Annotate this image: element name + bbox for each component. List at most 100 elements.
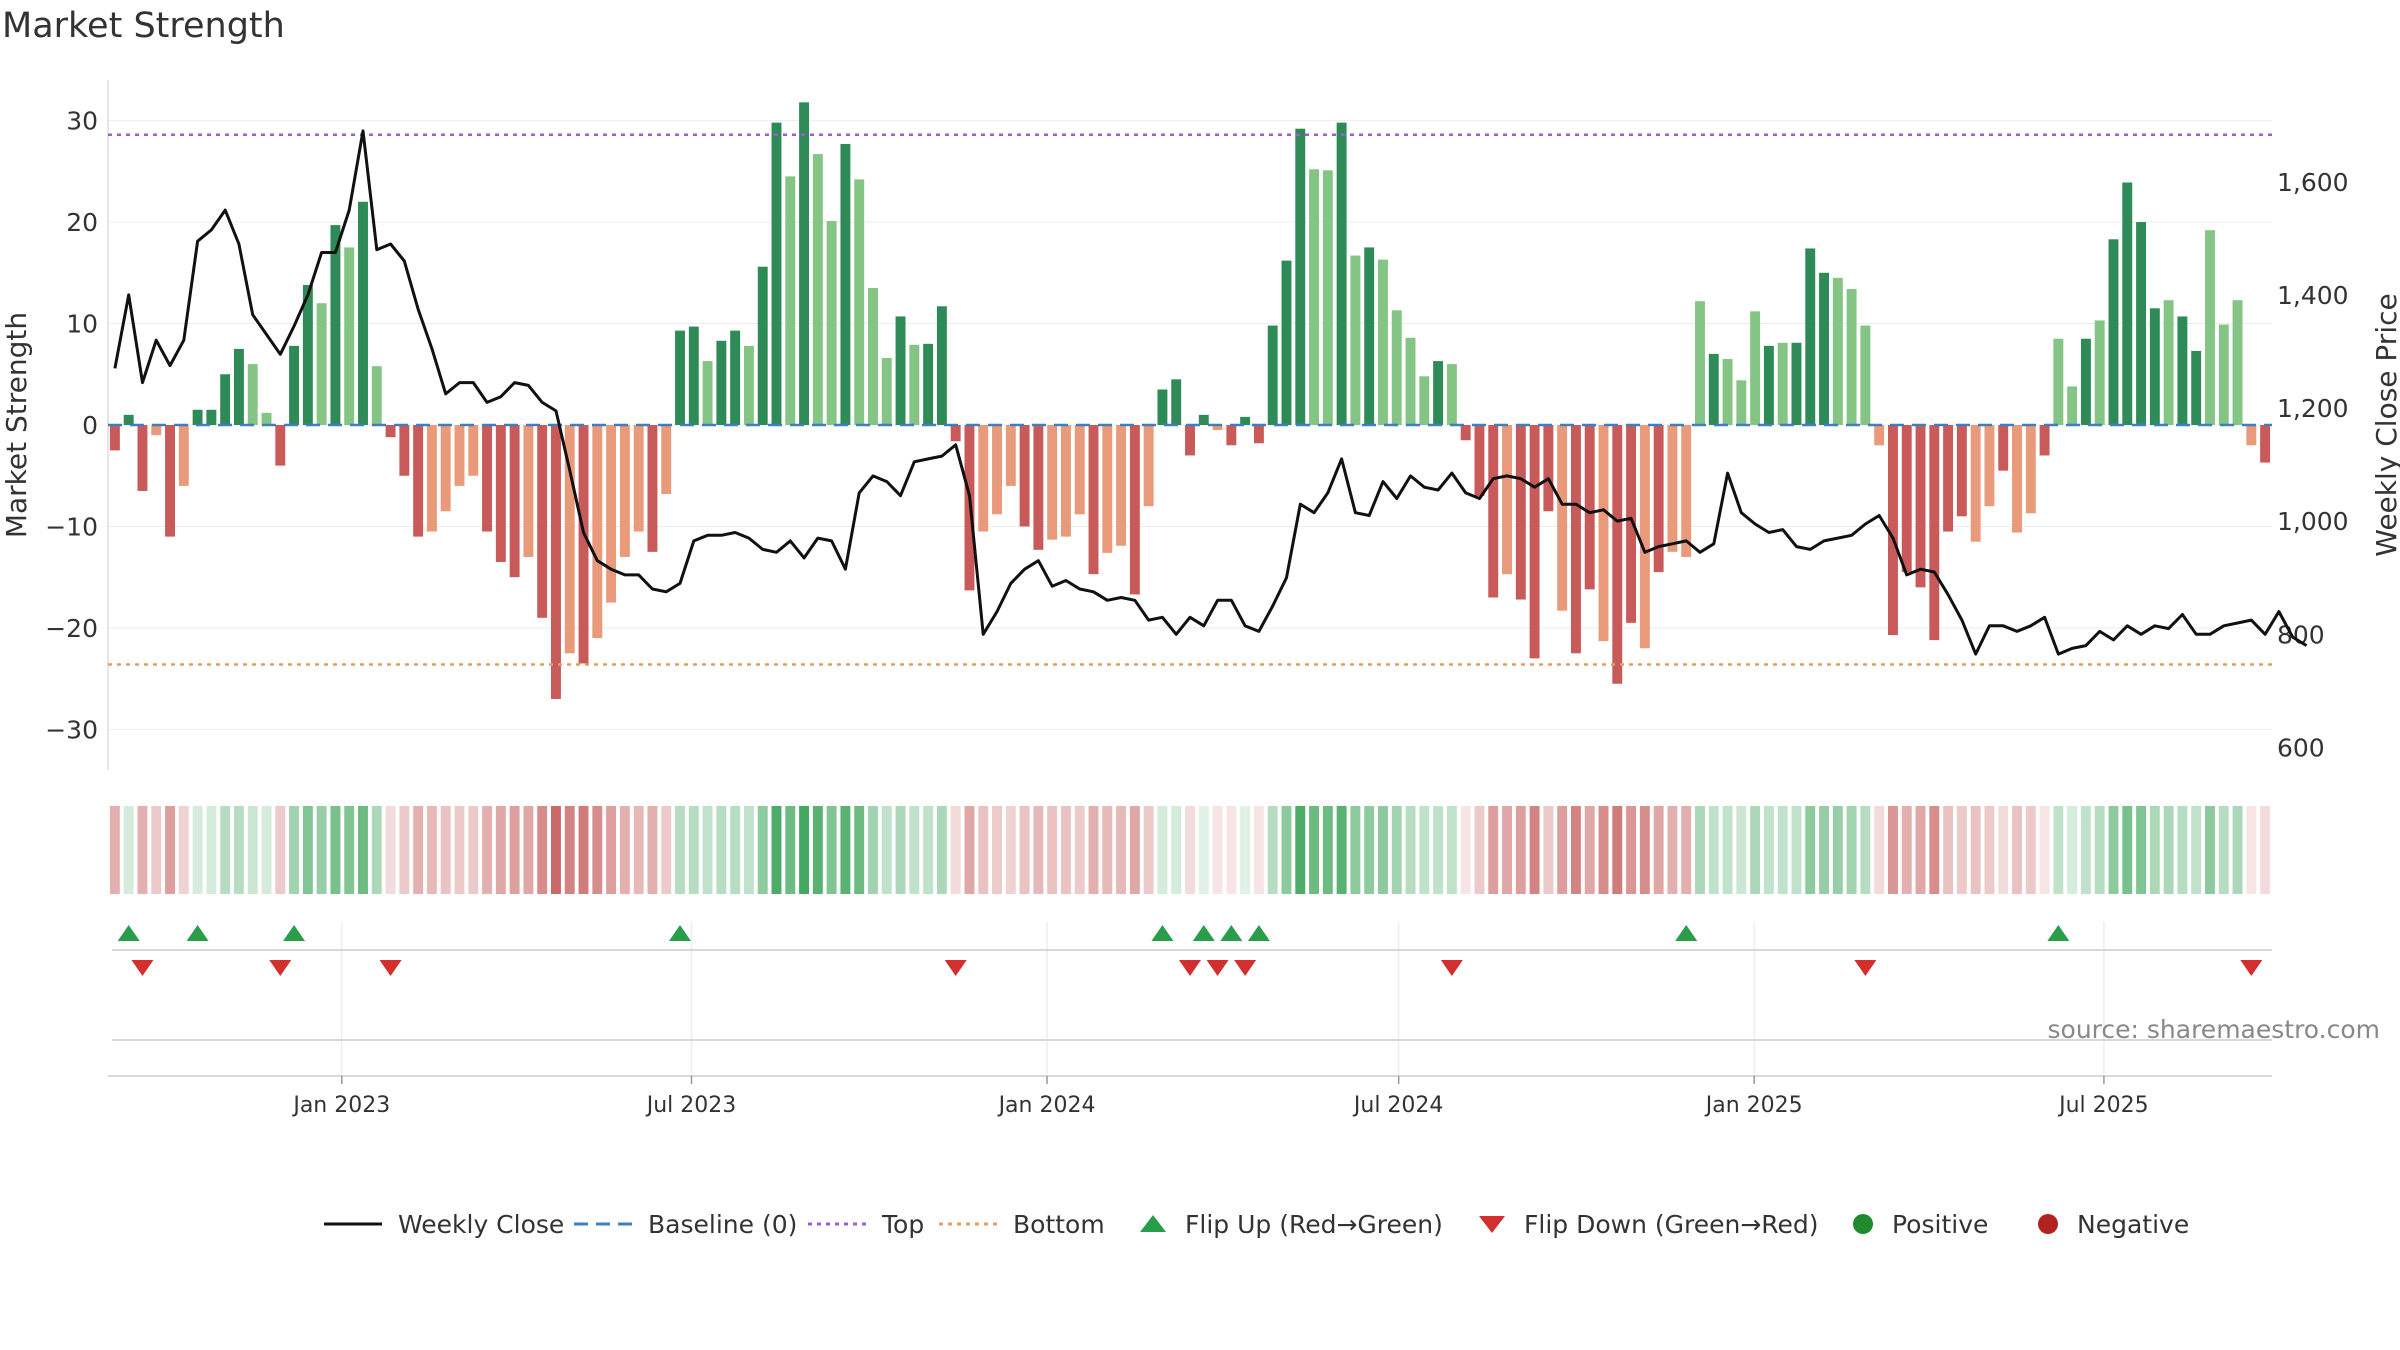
strength-bar [2053,338,2064,425]
heat-cell [1805,806,1816,894]
heat-cell [1722,806,1733,894]
legend-item-flip-up[interactable]: Flip Up (Red→Green) [1135,1196,1443,1252]
heat-cell [647,806,658,894]
heat-cell [109,806,120,894]
strength-bar [1419,376,1430,425]
strength-bar [881,358,892,425]
heat-cell [413,806,424,894]
heat-cell [1515,806,1526,894]
legend-item-bottom[interactable]: Bottom [937,1196,1105,1252]
heat-cell [2122,806,2133,894]
bottom-line-swatch [939,1222,997,1226]
strength-bar [1378,259,1388,425]
strength-bar [1736,380,1747,425]
heat-cell [978,806,989,894]
strength-bar [578,425,589,664]
y-tick-label: 10 [66,310,98,339]
y-tick-label: −30 [45,715,98,744]
heat-cell [1074,806,1085,894]
strength-bar [2191,350,2202,425]
heat-cell [592,806,603,894]
flip-up-marker [1675,925,1698,941]
heat-cell [2149,806,2160,894]
heat-cell [799,806,810,894]
strength-bar [1309,169,1320,425]
heat-cell [1240,806,1251,894]
y2-tick-label: 1,400 [2277,281,2349,310]
heat-cell [440,806,451,894]
heat-cell [2163,806,2174,894]
legend-item-positive[interactable]: Positive [1848,1196,1988,1252]
strength-bar [468,425,479,476]
strength-bar [1695,301,1705,425]
heat-cell [1915,806,1926,894]
strength-bar [2039,425,2050,456]
strength-bar [413,425,424,537]
heat-cell [1874,806,1885,894]
heat-cell [550,806,561,894]
heat-cell [1060,806,1071,894]
heat-cell [537,806,548,894]
strength-bar [799,102,810,425]
heat-cell [1171,806,1182,894]
strength-bar [2163,300,2174,425]
legend-label-bottom: Bottom [1013,1209,1105,1239]
y2-tick-label: 1,200 [2277,394,2349,423]
heat-cell [1667,806,1678,894]
legend-item-baseline[interactable]: Baseline (0) [572,1196,797,1252]
heat-cell [1584,806,1595,894]
legend-item-negative[interactable]: Negative [2033,1196,2189,1252]
flip-up-marker [283,925,306,941]
heat-cell [661,806,672,894]
strength-bar [1060,425,1071,537]
strength-bar [509,425,520,578]
heat-cell [1943,806,1954,894]
flip-up-marker [1192,925,1215,941]
strength-bar [1846,289,1857,425]
source-credit: source: sharemaestro.com [2047,1015,2381,1044]
strength-bar [137,425,148,491]
legend-item-top[interactable]: Top [806,1196,924,1252]
legend-item-close[interactable]: Weekly Close [322,1196,564,1252]
strength-bar [344,247,355,425]
legend-label-flip-up: Flip Up (Red→Green) [1185,1209,1443,1239]
heat-cell [1681,806,1692,894]
flip-down-marker [379,960,402,976]
strength-bar [1998,425,2009,471]
heat-cell [992,806,1002,894]
strength-bar [1543,425,1554,512]
heat-cell [1143,806,1154,894]
strength-bar [1915,425,1926,588]
heat-cell [2191,806,2202,894]
strength-bar [812,154,823,425]
heat-cell [1791,806,1802,894]
strength-bar [2067,386,2078,425]
heat-cell [1267,806,1278,894]
heat-cell [1984,806,1995,894]
strength-bar [564,425,575,654]
strength-bar [1364,247,1375,425]
heat-cell [1708,806,1719,894]
heat-cell [1019,806,1030,894]
heat-cell [771,806,782,894]
heat-cell [137,806,148,894]
heat-cell [1391,806,1402,894]
heat-cell [206,806,217,894]
close-line-swatch [324,1222,382,1226]
y-tick-label: −20 [45,614,98,643]
flip-down-marker [1179,960,1201,976]
heat-cell [2108,806,2119,894]
y-tick-label: 30 [66,107,98,136]
heat-cell [1378,806,1388,894]
heat-cell [702,806,713,894]
legend-item-flip-down[interactable]: Flip Down (Green→Red) [1474,1196,1819,1252]
heat-cell [675,806,685,894]
heat-cell [1832,806,1843,894]
strength-bar [261,412,272,425]
heat-cell [564,806,575,894]
strength-bar [840,143,851,426]
top-line-swatch [808,1222,866,1226]
strength-bar [1129,425,1140,595]
strength-bar [1929,425,1940,641]
strength-bar [1901,425,1912,573]
